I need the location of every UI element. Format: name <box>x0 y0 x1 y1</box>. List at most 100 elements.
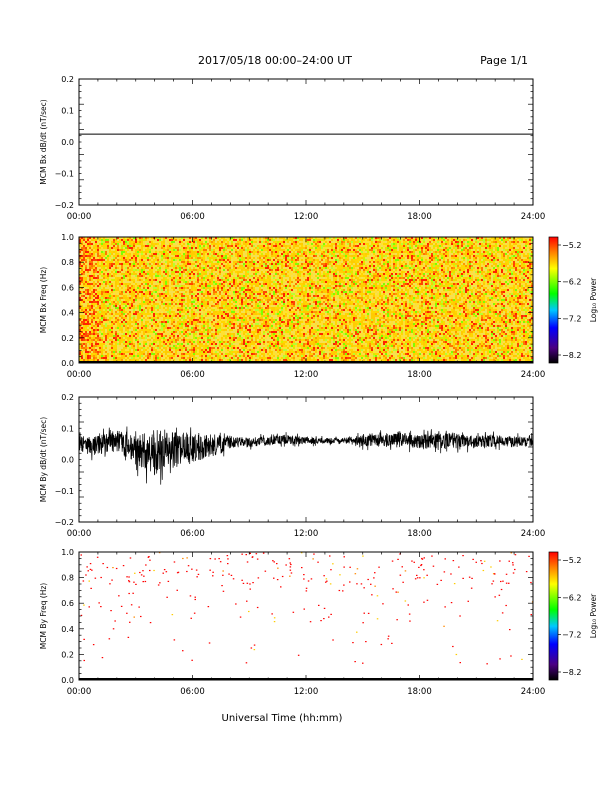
heatmap-cell <box>277 243 279 245</box>
heatmap-cell <box>531 275 533 277</box>
heatmap-cell <box>175 263 177 265</box>
heatmap-cell <box>363 247 365 249</box>
heatmap-cell <box>307 269 309 271</box>
heatmap-cell <box>157 239 159 241</box>
heatmap-cell <box>195 261 197 263</box>
heatmap-cell <box>473 277 475 279</box>
heatmap-cell <box>237 255 239 257</box>
heatmap-cell <box>239 243 241 245</box>
heatmap-cell <box>473 269 475 271</box>
heatmap-cell <box>467 265 469 267</box>
heatmap-cell <box>517 275 519 277</box>
heatmap-cell <box>389 251 391 253</box>
heatmap-cell <box>401 257 403 259</box>
heatmap-cell <box>385 237 387 239</box>
heatmap-cell <box>443 271 445 273</box>
heatmap-cell <box>153 261 155 263</box>
heatmap-cell <box>221 245 223 247</box>
heatmap-cell <box>247 277 249 279</box>
heatmap-cell <box>405 277 407 279</box>
heatmap-cell <box>489 267 491 269</box>
heatmap-cell <box>423 269 425 271</box>
heatmap-cell <box>371 273 373 275</box>
heatmap-cell <box>435 241 437 243</box>
heatmap-cell <box>227 249 229 251</box>
heatmap-cell <box>399 253 401 255</box>
heatmap-cell <box>373 269 375 271</box>
heatmap-cell <box>489 263 491 265</box>
heatmap-cell <box>315 251 317 253</box>
heatmap-cell <box>425 257 427 259</box>
heatmap-cell <box>493 273 495 275</box>
heatmap-cell <box>179 277 181 279</box>
heatmap-cell <box>149 243 151 245</box>
heatmap-cell <box>423 239 425 241</box>
heatmap-cell <box>265 259 267 261</box>
heatmap-cell <box>299 247 301 249</box>
heatmap-cell <box>435 255 437 257</box>
heatmap-cell <box>297 265 299 267</box>
heatmap-cell <box>435 277 437 279</box>
heatmap-cell <box>207 273 209 275</box>
heatmap-cell <box>419 245 421 247</box>
heatmap-cell <box>321 259 323 261</box>
heatmap-cell <box>209 279 211 281</box>
heatmap-cell <box>221 279 223 281</box>
heatmap-cell <box>193 255 195 257</box>
heatmap-cell <box>317 263 319 265</box>
heatmap-cell <box>393 267 395 269</box>
heatmap-cell <box>139 261 141 263</box>
heatmap-cell <box>169 261 171 263</box>
heatmap-cell <box>179 279 181 281</box>
heatmap-cell <box>459 251 461 253</box>
heatmap-cell <box>519 241 521 243</box>
heatmap-cell <box>433 267 435 269</box>
heatmap-cell <box>101 265 103 267</box>
heatmap-cell <box>179 269 181 271</box>
heatmap-cell <box>341 269 343 271</box>
heatmap-cell <box>279 245 281 247</box>
heatmap-cell <box>153 241 155 243</box>
heatmap-cell <box>379 255 381 257</box>
heatmap-cell <box>529 277 531 279</box>
heatmap-cell <box>483 257 485 259</box>
heatmap-cell <box>459 267 461 269</box>
heatmap-cell <box>205 253 207 255</box>
heatmap-cell <box>445 255 447 257</box>
heatmap-cell <box>275 255 277 257</box>
heatmap-cell <box>173 247 175 249</box>
heatmap-cell <box>261 267 263 269</box>
heatmap-cell <box>443 257 445 259</box>
heatmap-cell <box>505 271 507 273</box>
heatmap-cell <box>441 243 443 245</box>
heatmap-cell <box>251 269 253 271</box>
heatmap-cell <box>503 259 505 261</box>
heatmap-cell <box>159 237 161 239</box>
heatmap-cell <box>289 237 291 239</box>
heatmap-cell <box>199 279 201 281</box>
heatmap-cell <box>385 253 387 255</box>
heatmap-cell <box>127 271 129 273</box>
heatmap-cell <box>243 251 245 253</box>
heatmap-cell <box>85 253 87 255</box>
heatmap-cell <box>309 273 311 275</box>
heatmap-cell <box>229 239 231 241</box>
heatmap-cell <box>241 239 243 241</box>
heatmap-cell <box>327 277 329 279</box>
heatmap-cell <box>277 239 279 241</box>
heatmap-cell <box>499 267 501 269</box>
heatmap-cell <box>389 241 391 243</box>
heatmap-cell <box>121 257 123 259</box>
heatmap-cell <box>449 261 451 263</box>
heatmap-cell <box>243 267 245 269</box>
heatmap-cell <box>91 279 93 281</box>
heatmap-cell <box>491 251 493 253</box>
heatmap-cell <box>355 263 357 265</box>
heatmap-cell <box>453 253 455 255</box>
heatmap-cell <box>231 275 233 277</box>
heatmap-cell <box>283 275 285 277</box>
heatmap-cell <box>313 275 315 277</box>
heatmap-cell <box>405 271 407 273</box>
heatmap-cell <box>423 255 425 257</box>
heatmap-cell <box>445 273 447 275</box>
